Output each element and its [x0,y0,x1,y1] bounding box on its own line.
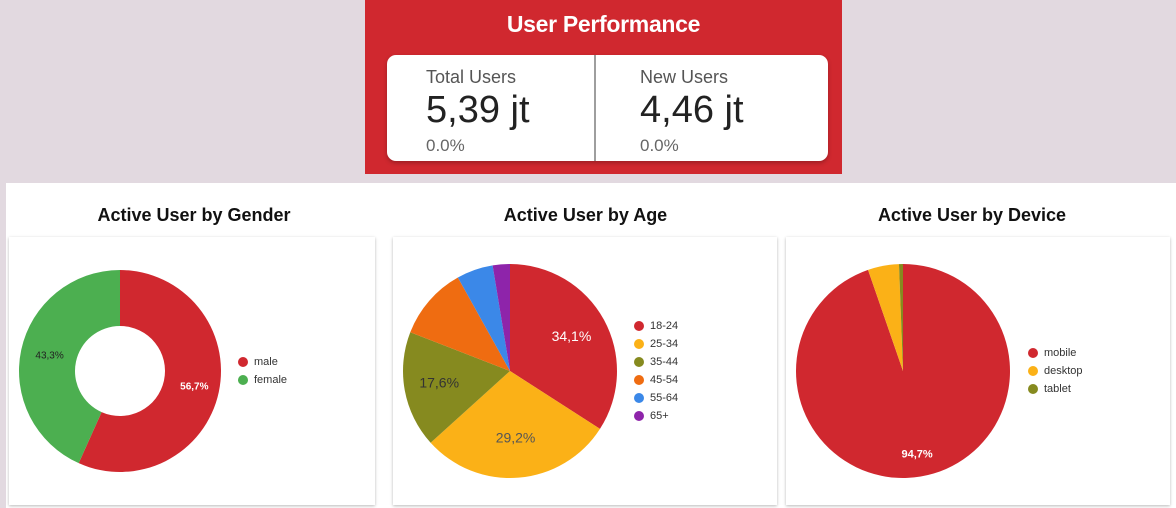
age-chart-svg: 34,1% 29,2% 17,6% [403,264,617,478]
kpi-total-users-value: 5,39 jt [426,89,530,131]
gender-chart-svg: 56,7% 43,3% [18,270,221,472]
age-slice-25-34[interactable] [430,371,600,478]
legend-swatch [634,357,644,367]
kpi-divider [594,55,596,161]
gender-section-title: Active User by Gender [97,205,291,225]
gender-chart-card[interactable]: 56,7% 43,3% male female [9,237,375,505]
age-data-label-0: 34,1% [552,328,592,344]
legend-swatch [238,357,248,367]
age-legend-item[interactable]: 65+ [634,407,678,425]
device-legend: mobile desktop tablet [1028,344,1083,398]
kpi-new-users-value: 4,46 jt [640,89,744,131]
age-chart-card[interactable]: 34,1% 29,2% 17,6% 18-24 25-34 35-44 45-54 55-6… [393,237,777,505]
legend-label: 45-54 [650,374,679,386]
legend-swatch [1028,348,1038,358]
age-slice-18-24[interactable] [510,264,617,429]
legend-swatch [634,411,644,421]
kpi-total-users-change: 0.0% [426,136,465,155]
legend-swatch [238,375,248,385]
age-slice-55-64[interactable] [457,265,510,371]
device-chart-card[interactable]: 94,7% mobile desktop tablet [786,237,1170,505]
legend-swatch [634,321,644,331]
user-performance-header: User Performance Total Users 5,39 jt 0.0… [365,0,842,174]
age-legend-item[interactable]: 55-64 [634,389,678,407]
legend-swatch [634,375,644,385]
legend-label: male [254,356,278,368]
kpi-new-users-label: New Users [640,67,729,87]
legend-swatch [1028,366,1038,376]
legend-label: desktop [1044,365,1083,377]
legend-label: 65+ [650,410,669,422]
gender-legend-item[interactable]: male [238,353,287,371]
device-slice-desktop[interactable] [868,264,903,371]
legend-label: tablet [1044,383,1071,395]
age-legend-item[interactable]: 25-34 [634,335,678,353]
gender-slice-female[interactable] [18,270,120,464]
age-data-label-2: 17,6% [419,375,459,391]
gender-legend: male female [238,353,287,389]
device-legend-item[interactable]: desktop [1028,362,1083,380]
gender-data-label-1: 43,3% [35,351,63,362]
device-legend-item[interactable]: mobile [1028,344,1083,362]
device-section-title: Active User by Device [877,205,1067,225]
legend-label: 35-44 [650,356,679,368]
age-legend-item[interactable]: 18-24 [634,317,678,335]
header-title: User Performance [506,11,701,37]
device-data-label-0: 94,7% [901,449,932,461]
legend-swatch [634,339,644,349]
legend-label: mobile [1044,347,1077,359]
kpi-new-users-change: 0.0% [640,136,679,155]
kpi-total-users-label: Total Users [426,67,517,87]
legend-label: 18-24 [650,320,679,332]
age-legend: 18-24 25-34 35-44 45-54 55-64 65+ [634,317,678,425]
gender-data-label-0: 56,7% [180,382,208,393]
legend-label: 55-64 [650,392,679,404]
gender-legend-item[interactable]: female [238,371,287,389]
age-slice-35-44[interactable] [403,332,510,443]
age-slice-45-54[interactable] [410,277,510,371]
age-legend-item[interactable]: 35-44 [634,353,678,371]
kpi-scorecard: Total Users 5,39 jt 0.0% New Users 4,46 … [387,55,828,161]
legend-label: female [254,374,288,386]
age-legend-item[interactable]: 45-54 [634,371,678,389]
gender-slice-male[interactable] [78,270,221,472]
age-slice-65-[interactable] [492,264,510,371]
legend-label: 25-34 [650,338,679,350]
device-chart-svg: 94,7% [796,264,1010,478]
device-legend-item[interactable]: tablet [1028,380,1083,398]
device-slice-tablet[interactable] [898,264,903,371]
legend-swatch [634,393,644,403]
legend-swatch [1028,384,1038,394]
age-data-label-1: 29,2% [496,429,536,445]
age-section-title: Active User by Age [503,205,668,225]
